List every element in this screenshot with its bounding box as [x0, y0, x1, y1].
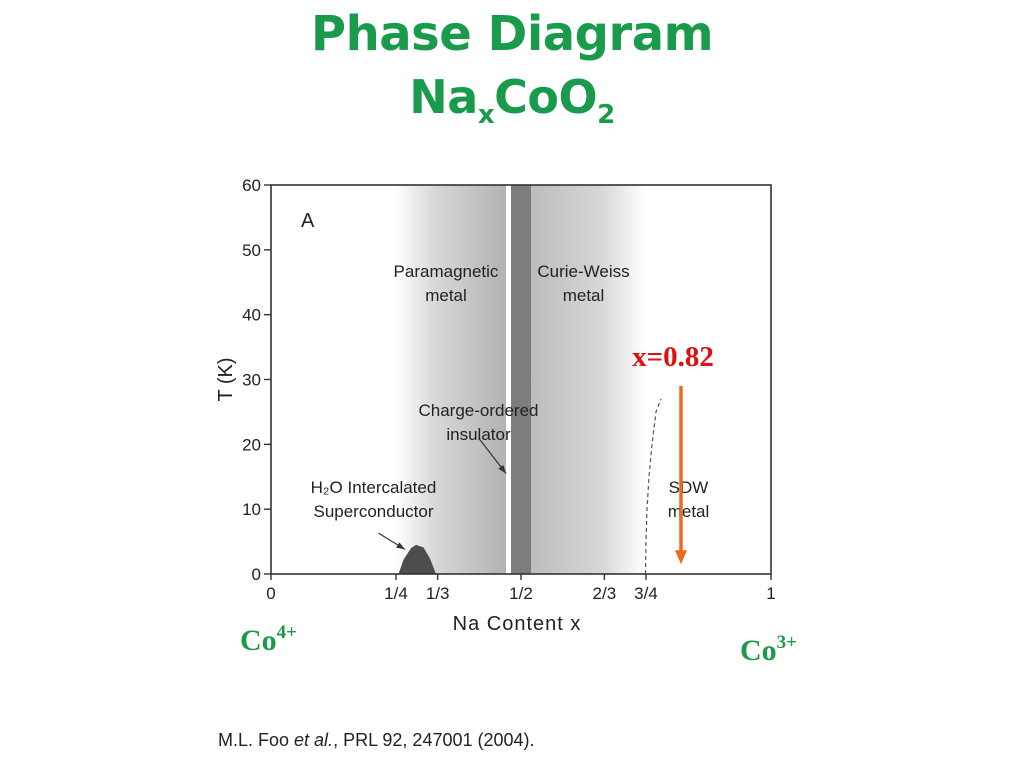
- charge-ordered-label: Charge-ordered: [418, 401, 538, 420]
- curie-weiss-label: Curie-Weiss: [537, 262, 629, 281]
- curie-weiss-label: metal: [563, 286, 605, 305]
- x082-marker-arrowhead: [675, 550, 687, 565]
- sdw-label: metal: [668, 502, 710, 521]
- x-tick-label: 1/2: [509, 584, 533, 603]
- y-tick-label: 50: [242, 241, 261, 260]
- formula-sub-x: x: [477, 100, 495, 130]
- x082-marker-label: x=0.82: [632, 341, 714, 373]
- co3-sup: 3+: [776, 632, 797, 653]
- y-axis-label: T (K): [215, 357, 237, 401]
- charge-ordered-label: insulator: [446, 425, 511, 444]
- superconductor-arrow-head: [396, 542, 405, 550]
- y-tick-label: 10: [242, 500, 261, 519]
- paramagnetic-label: metal: [425, 286, 467, 305]
- y-tick-label: 20: [242, 435, 261, 454]
- page-title: Phase Diagram: [310, 6, 714, 62]
- sdw-label: SDW: [669, 478, 709, 497]
- citation-rest: , PRL 92, 247001 (2004).: [333, 730, 535, 750]
- panel-label: A: [301, 210, 315, 232]
- y-tick-label: 0: [252, 565, 261, 584]
- superconductor-label: H₂O Intercalated: [311, 478, 437, 497]
- co4-sup: 4+: [276, 622, 297, 643]
- superconductor-dome: [398, 544, 436, 574]
- x-tick-label: 3/4: [634, 584, 658, 603]
- y-tick-label: 60: [242, 176, 261, 195]
- co4-label: Co4+: [240, 622, 297, 658]
- citation: M.L. Foo et al., PRL 92, 247001 (2004).: [218, 730, 535, 751]
- paramagnetic-region: [396, 185, 506, 574]
- x-tick-label: 1/3: [426, 584, 450, 603]
- superconductor-label: Superconductor: [313, 502, 433, 521]
- formula-title: NaxCoO2: [0, 70, 1024, 130]
- charge-ordered-band: [511, 185, 531, 574]
- citation-authors: M.L. Foo: [218, 730, 295, 750]
- y-tick-label: 40: [242, 306, 261, 325]
- curie-weiss-region: [531, 185, 646, 574]
- x-axis-label: Na Content x: [453, 613, 582, 635]
- formula-sub-2: 2: [597, 100, 615, 130]
- paramagnetic-label: Paramagnetic: [394, 262, 499, 281]
- x-tick-label: 1: [766, 584, 775, 603]
- charge-ordered-arrow-head: [498, 464, 506, 474]
- formula-coo: CoO: [494, 70, 598, 124]
- formula-na: Na: [409, 70, 478, 124]
- sdw-boundary-curve: [644, 398, 662, 575]
- y-tick-label: 30: [242, 371, 261, 390]
- co3-base: Co: [740, 634, 777, 667]
- citation-etal: et al.: [294, 730, 334, 750]
- x-tick-label: 2/3: [593, 584, 617, 603]
- x-tick-label: 0: [266, 584, 275, 603]
- co4-base: Co: [240, 624, 277, 657]
- co3-label: Co3+: [740, 632, 797, 668]
- x-tick-label: 1/4: [384, 584, 408, 603]
